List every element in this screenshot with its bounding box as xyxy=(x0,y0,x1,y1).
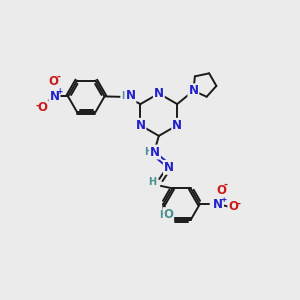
Text: O: O xyxy=(49,75,58,88)
Text: N: N xyxy=(50,90,59,103)
Text: -: - xyxy=(224,180,228,190)
Text: O: O xyxy=(38,101,48,114)
Text: +: + xyxy=(220,195,226,204)
Text: N: N xyxy=(213,198,223,211)
Text: N: N xyxy=(188,84,198,97)
Text: H: H xyxy=(148,177,156,187)
Text: H: H xyxy=(159,210,167,220)
Text: H: H xyxy=(121,91,129,101)
Text: N: N xyxy=(172,119,182,132)
Text: N: N xyxy=(154,87,164,100)
Text: N: N xyxy=(136,119,146,132)
Text: -: - xyxy=(237,199,241,208)
Text: +: + xyxy=(56,87,63,96)
Text: N: N xyxy=(125,89,136,102)
Text: N: N xyxy=(150,146,160,159)
Text: O: O xyxy=(228,200,238,213)
Text: O: O xyxy=(164,208,174,221)
Text: O: O xyxy=(217,184,226,196)
Text: -: - xyxy=(36,101,40,111)
Text: N: N xyxy=(164,161,174,174)
Text: H: H xyxy=(144,147,152,157)
Text: -: - xyxy=(57,71,61,81)
